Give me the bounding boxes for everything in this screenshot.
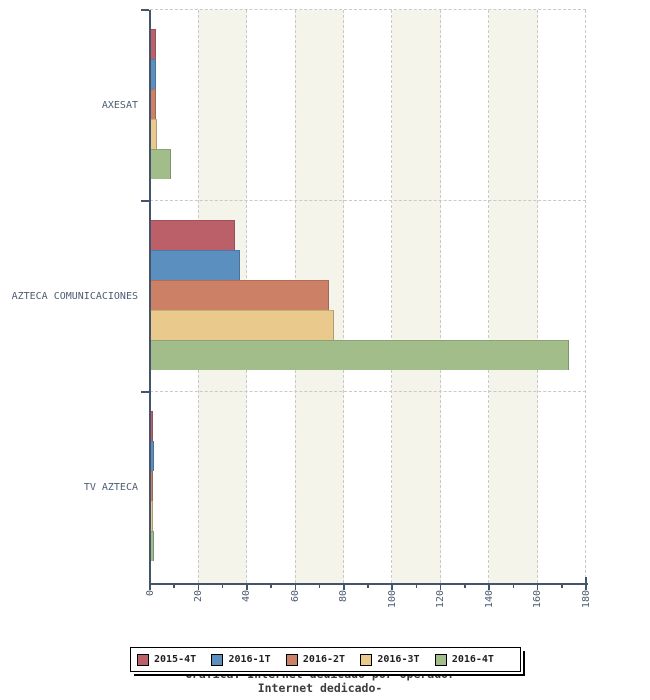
legend-swatch [434,653,447,666]
gridline-horizontal [150,9,586,11]
x-axis-major-tick [197,584,200,590]
x-tick-label: 80 [338,590,350,603]
x-tick-label: 100 [386,590,398,609]
x-axis-minor-tick [318,584,321,588]
x-tick-label: 20 [192,590,204,603]
x-axis-line [148,582,588,585]
x-tick-label: 120 [435,590,447,609]
gridline-vertical [536,10,538,583]
x-axis-minor-tick [561,584,563,588]
legend-swatch [211,653,224,666]
gridline-vertical [439,10,441,583]
x-axis-major-tick [246,584,248,590]
x-axis-major-tick [536,584,539,590]
bar-2016-1t [150,59,157,89]
bar-2016-4t [150,340,570,370]
x-axis-major-tick [488,584,490,590]
bar-2016-3t [150,310,335,340]
legend-label: 2016-1T [228,654,271,665]
x-axis-minor-tick [367,584,369,588]
legend-item: 2016-4T [434,653,494,666]
x-tick-label: 0 [144,590,156,597]
gridline-vertical [391,10,393,583]
x-axis-major-tick [585,584,587,590]
legend-label: 2016-2T [302,654,346,665]
legend-label: 2015-4T [154,654,197,665]
legend-item: 2016-2T [285,653,346,666]
legend-label: 2016-3T [377,654,420,665]
x-axis-major-tick [149,584,151,590]
bar-2016-4t [150,531,154,561]
gridline-vertical [585,10,587,583]
legend-item: 2016-1T [211,653,271,666]
legend-swatch [360,653,373,666]
category-label: AXESAT [101,100,138,111]
bar-2016-3t [150,501,154,531]
legend-item: 2015-4T [137,653,197,666]
bar-2015-4t [150,220,235,250]
background-band [392,10,441,583]
bar-2016-2t [150,471,154,501]
x-axis-major-tick [343,584,345,590]
bar-2016-4t [150,149,171,179]
legend-swatch [285,653,298,666]
gridline-vertical [343,10,345,583]
x-axis-end-stub [585,577,587,583]
x-tick-label: 160 [532,590,544,609]
legend-item: 2016-3T [360,653,420,666]
legend-swatch [137,653,149,666]
y-axis-tick [141,200,149,202]
bar-2015-4t [150,411,154,441]
chart-subtitle: Internet dedicado- [257,680,383,695]
bar-2016-1t [150,250,240,280]
gridline-vertical [488,10,490,583]
category-label: AZTECA COMUNICACIONES [11,291,138,302]
x-tick-label: 140 [483,590,495,609]
gridline-horizontal [150,200,586,202]
x-axis-minor-tick [221,584,224,588]
plot-area [150,9,587,583]
bar-2015-4t [150,29,156,59]
gridline-horizontal [150,391,586,393]
bar-2016-3t [150,119,158,149]
x-tick-label: 60 [289,590,301,603]
x-axis-minor-tick [464,584,466,588]
y-axis-line [148,10,151,584]
x-axis-minor-tick [512,584,515,588]
bar-2016-2t [150,89,157,119]
x-axis-minor-tick [415,584,418,588]
x-axis-major-tick [439,584,442,590]
bar-2016-1t [150,441,155,471]
x-axis-major-tick [391,584,393,590]
category-label: TV AZTECA [83,482,138,493]
y-axis-tick [141,391,149,393]
x-tick-label: 40 [241,590,253,603]
x-axis-minor-tick [173,584,175,588]
legend-label: 2016-4T [451,654,494,665]
bar-2016-2t [150,280,330,310]
legend-box: 2015-4T 2016-1T 2016-2T 2016-3T 2016-4T [130,647,521,672]
y-axis-tick [141,9,149,11]
x-tick-label: 180 [580,590,592,609]
background-band [489,10,538,583]
x-axis-major-tick [294,584,297,590]
x-axis-minor-tick [270,584,272,588]
